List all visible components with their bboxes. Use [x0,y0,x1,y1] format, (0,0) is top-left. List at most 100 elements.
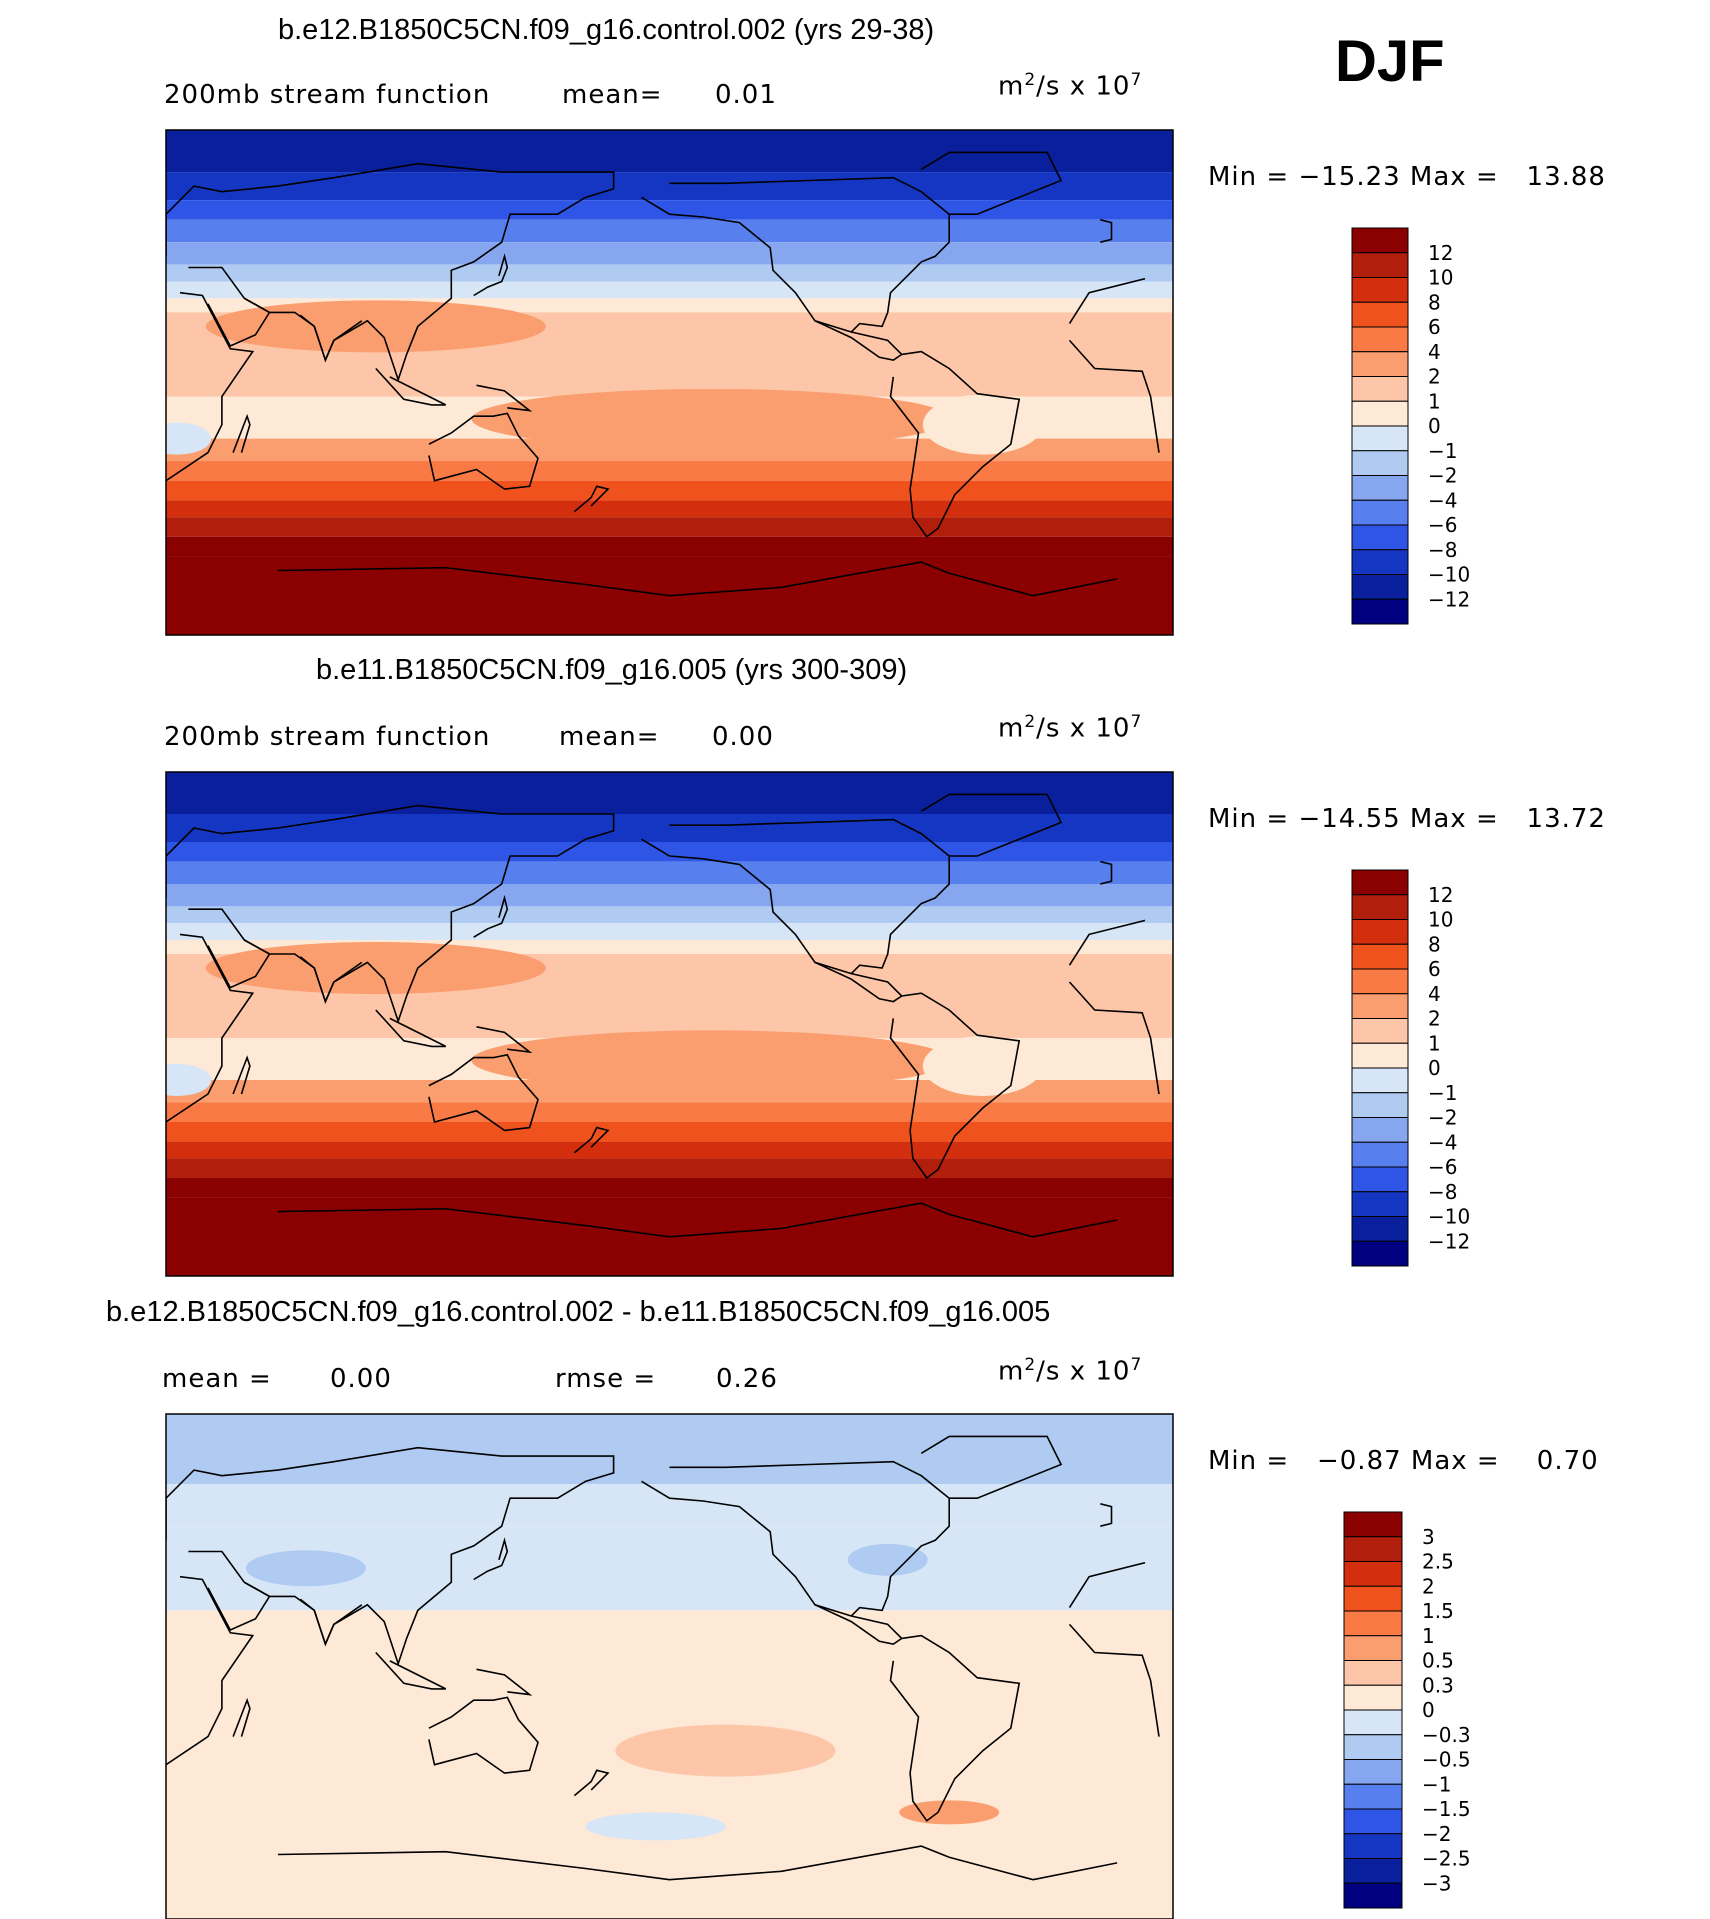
contour-band [166,480,1173,501]
colorbar-label: −4 [1428,488,1457,512]
coastline-india [299,1598,363,1647]
coastline-arabia [207,1581,271,1632]
coastline-africa [166,291,255,482]
coastline-nz [573,485,610,513]
colorbar-label: 4 [1428,340,1441,364]
coastline-greenland [920,793,1063,857]
coastline-japan [473,253,509,297]
colorbar-label: 3 [1422,1525,1435,1549]
coastline-greenland [920,1435,1063,1499]
colorbar-box [1351,475,1409,501]
colorbar-box [1343,1858,1403,1884]
panel-2-mean-value: 0.00 [712,722,774,752]
contour-band [166,1158,1173,1178]
map-frame [165,771,1174,1277]
colorbar-box [1343,1660,1403,1686]
season-label: DJF [1335,29,1445,94]
coastline-greenland [920,151,1063,215]
colorbar-label: 10 [1428,908,1453,932]
colorbar-label: −4 [1428,1130,1457,1154]
colorbar-box [1351,1240,1409,1267]
coastline-nz [573,1126,610,1154]
panel-2-title: b.e11.B1850C5CN.f09_g16.005 (yrs 300-309… [316,654,908,686]
colorbar-box [1351,351,1409,377]
contour-band [166,1484,1173,1527]
colorbar-box [1343,1808,1403,1835]
units-mid: /s x 10 [1036,71,1131,102]
panel-2-variable-label: 200mb stream function [164,722,491,752]
units-base: m [998,713,1025,744]
units-sup: 2 [1024,70,1037,90]
contour-low-namerica [847,1543,928,1576]
coastline-africa [1068,1623,1160,1737]
coastline-camerica [814,1604,903,1645]
coastline-africa [1068,277,1146,325]
coastline-madagascar [232,1055,251,1095]
coastline-africa [1068,1561,1146,1609]
colorbar-box [1351,1067,1409,1094]
colorbar-box [1351,1191,1409,1217]
colorbar-box [1343,1709,1403,1736]
coastline-india [299,314,363,363]
contour-band [166,242,1173,265]
colorbar-box [1351,1092,1409,1118]
units-exp: 7 [1130,70,1143,90]
colorbar-box [1351,1166,1409,1193]
panel-1-variable-label: 200mb stream function [164,80,491,110]
units-mid: /s x 10 [1036,713,1131,744]
coastline-uk [1100,860,1113,885]
panel-3-rmse-value: 0.26 [716,1364,778,1394]
panel-3-minmax: Min = −0.87 Max = 0.70 [1208,1446,1599,1476]
colorbar-label: 2 [1422,1574,1435,1598]
contour-band [166,906,1173,924]
colorbar-box [1351,993,1409,1019]
colorbar-label: −8 [1428,538,1457,562]
colorbar-label: −12 [1428,1229,1470,1253]
coastline-africa [1068,339,1160,453]
colorbar-label: 0.5 [1422,1649,1454,1673]
panel-3-mean-label: mean = [162,1364,272,1394]
colorbar-box [1351,598,1409,625]
units-sup: 2 [1024,712,1037,732]
colorbar-label: −10 [1428,563,1470,587]
contour-band [166,1080,1173,1103]
colorbar-box [1343,1882,1403,1909]
map-frame [165,129,1174,636]
colorbar-label: 1.5 [1422,1599,1454,1623]
colorbar-label: 0.3 [1422,1673,1454,1697]
colorbar-box [1351,1117,1409,1143]
panel-3-units: m2/s x 107 [998,1355,1142,1387]
contour-high-pacific [471,388,952,449]
coastline-australia [428,1053,539,1132]
contour-high-asia [205,300,546,353]
coastline-camerica [814,320,903,361]
contour-low-asia [245,1550,366,1587]
colorbar-label: −2 [1428,1106,1457,1130]
contour-band [166,500,1173,518]
colorbar-box [1351,326,1409,353]
units-base: m [998,1356,1025,1387]
coastline-namerica [641,176,951,333]
coastline-antarctica [277,1845,1118,1881]
colorbar-label: −1.5 [1422,1797,1471,1821]
contour-band [166,438,1173,462]
map-panel-2 [166,772,1173,1276]
colorbar-box [1351,1141,1409,1168]
colorbar-box [1351,499,1409,526]
colorbar-box [1351,376,1409,402]
contour-low-africa [166,422,212,455]
colorbar-box [1343,1734,1403,1760]
units-mid: /s x 10 [1036,1356,1131,1387]
panel-1-units: m2/s x 107 [998,70,1142,102]
coastline-arabia [207,939,271,989]
contour-band [166,264,1173,282]
contour-band [166,536,1173,557]
colorbar-label: 2.5 [1422,1550,1454,1574]
coastline-indonesia [375,1009,447,1048]
colorbar-box [1351,919,1409,945]
contour-band [166,1178,1173,1198]
colorbar-label: −3 [1422,1871,1451,1895]
coastline-madagascar [232,1697,251,1737]
panel-1-minmax: Min = −15.23 Max = 13.88 [1208,162,1606,192]
